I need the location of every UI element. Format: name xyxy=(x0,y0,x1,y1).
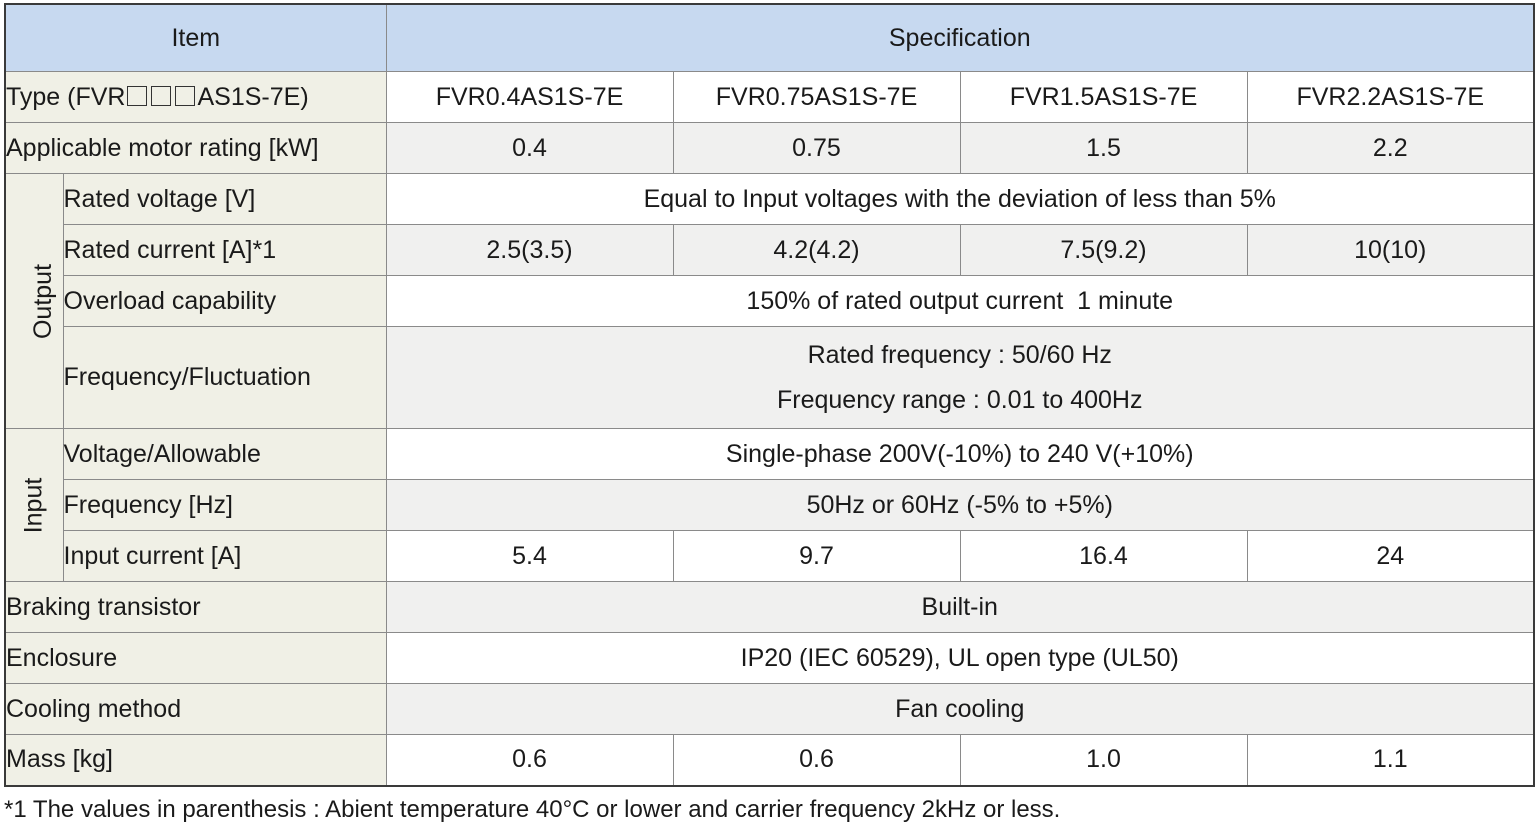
output-group-label: Output xyxy=(4,173,64,429)
rated-current-value: 10(10) xyxy=(1246,224,1535,276)
row-input-frequency: Frequency [Hz] 50Hz or 60Hz (-5% to +5%) xyxy=(5,479,1535,531)
row-type: Type (FVR AS1S-7E) FVR0.4AS1S-7E FVR0.75A… xyxy=(4,71,1535,123)
mass-value: 1.0 xyxy=(959,734,1248,786)
row-rated-voltage: Output Rated voltage [V] Equal to Input … xyxy=(4,173,1535,429)
rated-current-value: 2.5(3.5) xyxy=(385,224,674,276)
type-label: Type (FVR AS1S-7E) xyxy=(4,71,387,123)
blank-box-icon xyxy=(175,85,196,106)
braking-label: Braking transistor xyxy=(4,581,387,633)
mass-value: 0.6 xyxy=(672,734,961,786)
frequency-fluctuation-value: Rated frequency : 50/60 Hz Frequency ran… xyxy=(385,326,1535,429)
braking-value: Built-in xyxy=(385,581,1535,633)
motor-rating-value: 2.2 xyxy=(1246,122,1535,174)
rated-voltage-label: Rated voltage [V] xyxy=(62,173,387,225)
type-value: FVR2.2AS1S-7E xyxy=(1246,71,1535,123)
row-enclosure: Enclosure IP20 (IEC 60529), UL open type… xyxy=(4,632,1535,684)
row-cooling: Cooling method Fan cooling xyxy=(4,683,1535,735)
row-braking: Braking transistor Built-in xyxy=(4,581,1535,633)
mass-value: 0.6 xyxy=(385,734,674,786)
row-overload: Overload capability 150% of rated output… xyxy=(5,275,1535,327)
row-rated-current: Rated current [A]*1 2.5(3.5) 4.2(4.2) 7.… xyxy=(5,224,1535,276)
blank-box-icon xyxy=(127,85,148,106)
rated-current-value: 7.5(9.2) xyxy=(959,224,1248,276)
overload-value: 150% of rated output current 1 minute xyxy=(385,275,1535,327)
motor-rating-value: 0.4 xyxy=(385,122,674,174)
mass-label: Mass [kg] xyxy=(4,734,387,786)
rated-current-value: 4.2(4.2) xyxy=(672,224,961,276)
type-label-prefix: Type (FVR xyxy=(6,82,126,111)
row-input-voltage: Input Voltage/Allowable Single-phase 200… xyxy=(4,428,1535,582)
rated-current-label: Rated current [A]*1 xyxy=(62,224,387,276)
cooling-value: Fan cooling xyxy=(385,683,1535,735)
enclosure-label: Enclosure xyxy=(4,632,387,684)
enclosure-value: IP20 (IEC 60529), UL open type (UL50) xyxy=(385,632,1535,684)
input-current-value: 9.7 xyxy=(672,530,961,582)
spec-table: Item Specification Type (FVR AS1S-7E) FVR… xyxy=(4,3,1535,787)
input-frequency-label: Frequency [Hz] xyxy=(62,479,387,531)
footnote: *1 The values in parenthesis : Abient te… xyxy=(4,796,1061,823)
header-item: Item xyxy=(4,3,387,72)
row-motor-rating: Applicable motor rating [kW] 0.4 0.75 1.… xyxy=(4,122,1535,174)
header-row: Item Specification xyxy=(4,3,1535,72)
row-input-current: Input current [A] 5.4 9.7 16.4 24 xyxy=(5,530,1535,582)
rated-frequency-line: Rated frequency : 50/60 Hz xyxy=(807,340,1112,369)
type-value: FVR0.4AS1S-7E xyxy=(385,71,674,123)
input-voltage-value: Single-phase 200V(-10%) to 240 V(+10%) xyxy=(385,428,1535,480)
row-mass: Mass [kg] 0.6 0.6 1.0 1.1 xyxy=(4,734,1535,786)
input-group-label: Input xyxy=(4,428,64,582)
motor-rating-value: 1.5 xyxy=(959,122,1248,174)
input-current-value: 24 xyxy=(1246,530,1535,582)
type-value: FVR1.5AS1S-7E xyxy=(959,71,1248,123)
input-current-value: 16.4 xyxy=(959,530,1248,582)
type-value: FVR0.75AS1S-7E xyxy=(672,71,961,123)
frequency-range-line: Frequency range : 0.01 to 400Hz xyxy=(776,385,1143,414)
motor-rating-value: 0.75 xyxy=(672,122,961,174)
row-frequency-fluctuation: Frequency/Fluctuation Rated frequency : … xyxy=(5,326,1535,429)
input-current-value: 5.4 xyxy=(385,530,674,582)
type-label-suffix: AS1S-7E) xyxy=(197,82,309,111)
header-specification: Specification xyxy=(385,3,1535,72)
mass-value: 1.1 xyxy=(1246,734,1535,786)
frequency-fluctuation-label: Frequency/Fluctuation xyxy=(62,326,387,429)
input-frequency-value: 50Hz or 60Hz (-5% to +5%) xyxy=(385,479,1535,531)
rated-voltage-value: Equal to Input voltages with the deviati… xyxy=(385,173,1535,225)
cooling-label: Cooling method xyxy=(4,683,387,735)
blank-box-icon xyxy=(151,85,172,106)
input-voltage-label: Voltage/Allowable xyxy=(62,428,387,480)
motor-rating-label: Applicable motor rating [kW] xyxy=(4,122,387,174)
input-current-label: Input current [A] xyxy=(62,530,387,582)
overload-label: Overload capability xyxy=(62,275,387,327)
